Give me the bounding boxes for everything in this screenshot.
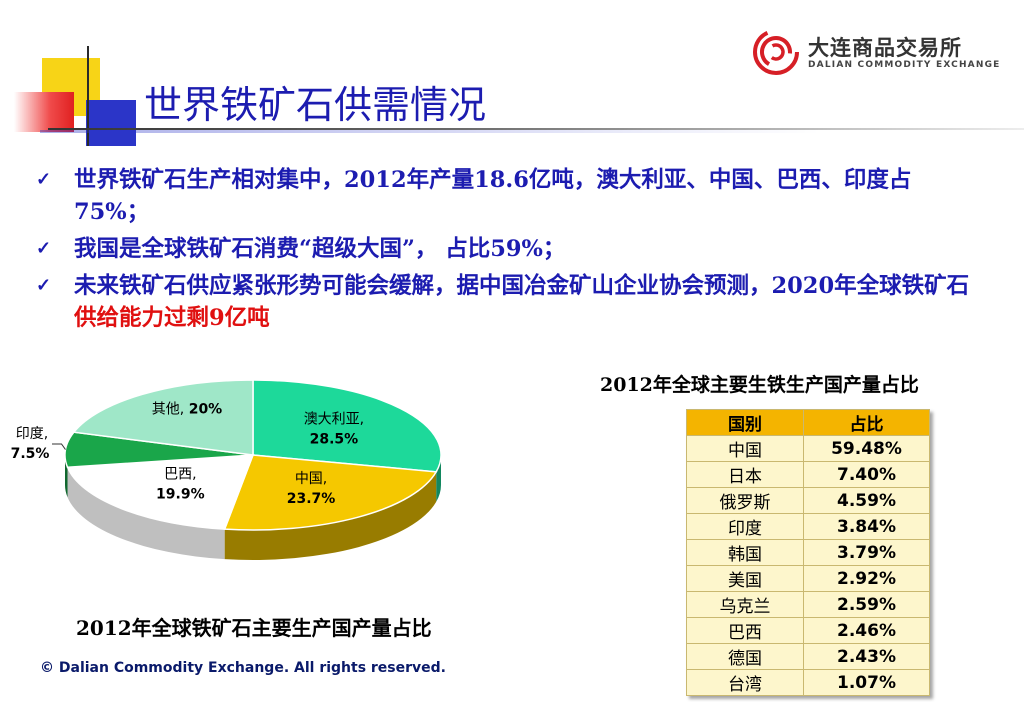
table-cell-country: 乌克兰	[686, 591, 804, 618]
bullet-list: ✓ 世界铁矿石生产相对集中，2012年产量18.6亿吨，澳大利亚、中国、巴西、印…	[36, 164, 986, 339]
pie-side-巴西	[67, 467, 225, 560]
table-cell-country: 德国	[686, 643, 804, 670]
pie-label-value: 7.5%	[11, 446, 50, 462]
table-cell-share: 3.79%	[803, 539, 930, 566]
table-cell-country: 韩国	[686, 539, 804, 566]
table-cell-share: 7.40%	[803, 461, 930, 488]
table-row: 印度 3.84%	[686, 513, 930, 540]
copyright-footer: © Dalian Commodity Exchange. All rights …	[40, 660, 446, 676]
table-header-country: 国别	[686, 409, 804, 436]
table-row: 日本 7.40%	[686, 461, 930, 488]
table-cell-country: 印度	[686, 513, 804, 540]
table-cell-share: 1.07%	[803, 669, 930, 696]
dce-swirl-icon	[753, 29, 799, 75]
pie-label-value: 28.5%	[310, 431, 359, 447]
table-row: 乌克兰 2.59%	[686, 591, 930, 618]
logo-name-cn: 大连商品交易所	[808, 36, 962, 60]
title-underline	[48, 128, 1024, 130]
table-cell-country: 美国	[686, 565, 804, 592]
table-cell-country: 日本	[686, 461, 804, 488]
pie-slice-其他	[72, 379, 254, 456]
table-row: 美国 2.92%	[686, 565, 930, 592]
table-cell-country: 台湾	[686, 669, 804, 696]
table-row: 韩国 3.79%	[686, 539, 930, 566]
pie-slice-巴西	[66, 454, 255, 530]
pie-label-value: 23.7%	[287, 491, 336, 507]
checkmark-icon: ✓	[36, 238, 52, 259]
pie-sides	[65, 455, 441, 560]
bullet-item: ✓ 未来铁矿石供应紧张形势可能会缓解，据中国冶金矿山企业协会预测，2020年全球…	[36, 270, 986, 334]
table-title: 2012年全球主要生铁生产国产量占比	[600, 374, 919, 396]
dce-logo: 大连商品交易所 DALIAN COMMODITY EXCHANGE	[752, 28, 999, 80]
checkmark-icon: ✓	[36, 169, 52, 190]
pie-side-中国	[224, 471, 437, 560]
pie-label-name: 澳大利亚,	[304, 411, 364, 427]
table-header-row: 国别 占比	[686, 409, 930, 436]
pie-chart: 澳大利亚, 28.5% 中国, 23.7% 巴西, 19.9% 印度, 7.5% 其他, 20%	[11, 379, 442, 560]
title-underline-shadow	[40, 130, 820, 133]
table-cell-share: 2.46%	[803, 617, 930, 644]
page-title: 世界铁矿石供需情况	[144, 83, 487, 127]
pie-label-name: 印度,	[16, 426, 48, 442]
pie-slice-澳大利亚	[252, 379, 442, 473]
bullet-text: 世界铁矿石生产相对集中，2012年产量18.6亿吨，澳大利亚、中国、巴西、印度占…	[74, 167, 912, 225]
pie-side-澳大利亚	[436, 455, 441, 502]
decor-blue-square	[86, 100, 136, 146]
pig-iron-share-table: 国别 占比 中国 59.48% 日本 7.40% 俄罗斯 4.59% 印度 3.84% 韩国 3.…	[686, 409, 930, 696]
table-cell-country: 巴西	[686, 617, 804, 644]
pie-label-value: 19.9%	[156, 486, 205, 502]
table-row: 台湾 1.07%	[686, 669, 930, 696]
pie-side-印度	[65, 455, 68, 498]
bullet-text: 未来铁矿石供应紧张形势可能会缓解，据中国冶金矿山企业协会预测，2020年全球铁矿…	[74, 273, 970, 299]
table-cell-share: 2.59%	[803, 591, 930, 618]
table-cell-share: 3.84%	[803, 513, 930, 540]
table-cell-share: 4.59%	[803, 487, 930, 514]
pie-slices	[64, 379, 442, 531]
pie-chart-title: 2012年全球铁矿石主要生产国产量占比	[76, 616, 432, 640]
table-row: 巴西 2.46%	[686, 617, 930, 644]
checkmark-icon: ✓	[36, 275, 52, 296]
table-row: 德国 2.43%	[686, 643, 930, 670]
pie-leader-line	[52, 443, 66, 450]
pie-label-name: 巴西,	[164, 466, 196, 482]
decor-vertical-line	[87, 46, 89, 146]
table-cell-share: 2.92%	[803, 565, 930, 592]
table-row: 中国 59.48%	[686, 435, 930, 462]
bullet-item: ✓ 世界铁矿石生产相对集中，2012年产量18.6亿吨，澳大利亚、中国、巴西、印…	[36, 164, 986, 228]
table-cell-country: 俄罗斯	[686, 487, 804, 514]
decor-red-bar	[14, 92, 74, 132]
bullet-highlight: 供给能力过剩9亿吨	[74, 305, 270, 331]
table-cell-country: 中国	[686, 435, 804, 462]
bullet-item: ✓ 我国是全球铁矿石消费“超级大国”， 占比59%；	[36, 233, 986, 265]
table-cell-share: 2.43%	[803, 643, 930, 670]
pie-slice-中国	[223, 454, 438, 531]
pie-label-name: 其他, 20%	[152, 402, 222, 418]
pie-label-name: 中国,	[295, 471, 327, 487]
table-row: 俄罗斯 4.59%	[686, 487, 930, 514]
bullet-text: 我国是全球铁矿石消费“超级大国”， 占比59%；	[74, 236, 566, 262]
pie-labels: 澳大利亚, 28.5% 中国, 23.7% 巴西, 19.9% 印度, 7.5% 其他, 20%	[11, 402, 365, 507]
table-header-share: 占比	[803, 409, 930, 436]
logo-name-en: DALIAN COMMODITY EXCHANGE	[808, 60, 1001, 70]
table-cell-share: 59.48%	[803, 435, 930, 462]
